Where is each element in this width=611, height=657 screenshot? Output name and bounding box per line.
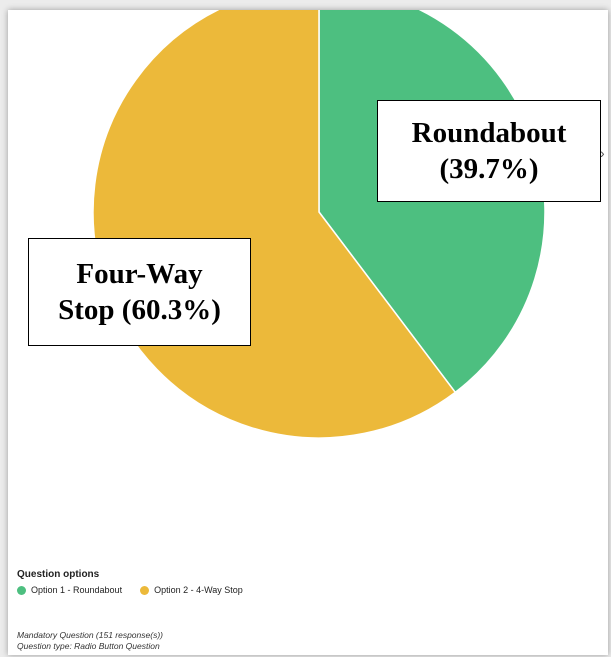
- question-type-note: Question type: Radio Button Question: [17, 641, 160, 651]
- legend-dot-four-way-stop: [140, 585, 150, 595]
- legend-label-four-way-stop: Option 2 - 4-Way Stop: [154, 585, 243, 595]
- mandatory-question-note: Mandatory Question (151 response(s)): [17, 630, 163, 640]
- chart-card: › Roundabout (39.7%) Four-Way Stop (60.3…: [8, 10, 608, 655]
- cut-off-mark: ›: [600, 145, 605, 161]
- legend-item-four-way-stop: Option 2 - 4-Way Stop: [140, 585, 243, 595]
- callout-roundabout: Roundabout (39.7%): [377, 100, 601, 202]
- legend-item-roundabout: Option 1 - Roundabout: [17, 585, 122, 595]
- legend-dot-roundabout: [17, 585, 26, 595]
- legend-title: Question options: [17, 569, 100, 580]
- question-footer: Mandatory Question (151 response(s)) Que…: [17, 630, 163, 652]
- legend: Option 1 - Roundabout Option 2 - 4-Way S…: [17, 585, 261, 595]
- legend-label-roundabout: Option 1 - Roundabout: [31, 585, 123, 595]
- callout-four-way-stop: Four-Way Stop (60.3%): [28, 238, 251, 346]
